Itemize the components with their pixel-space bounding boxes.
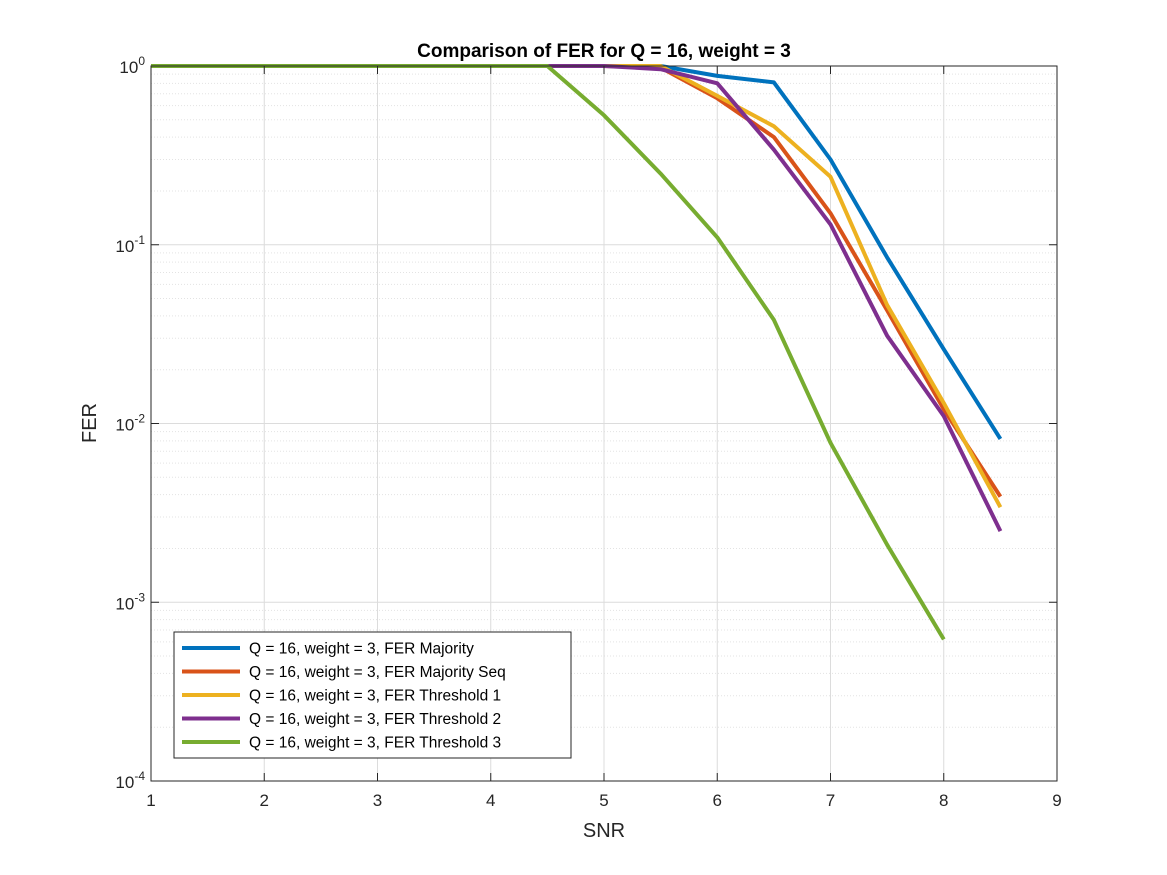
y-tick-label: 10-1	[115, 233, 145, 256]
y-tick-label: 10-2	[115, 412, 145, 435]
x-tick-label: 8	[939, 791, 948, 810]
legend-label-1: Q = 16, weight = 3, FER Majority	[249, 641, 474, 658]
legend-label-5: Q = 16, weight = 3, FER Threshold 3	[249, 735, 501, 752]
legend-box	[173, 631, 572, 759]
x-tick-label: 7	[826, 791, 835, 810]
legend-label-3: Q = 16, weight = 3, FER Threshold 1	[249, 688, 501, 705]
x-tick-label: 6	[713, 791, 722, 810]
x-axis-label: SNR	[583, 820, 625, 842]
x-tick-label: 3	[373, 791, 382, 810]
tick-layer: 1 2 3 4 5 6 7 8 9 10-4 10-3 10-2 10-1 100	[115, 54, 1061, 810]
x-tick-label: 9	[1052, 791, 1061, 810]
y-tick-label: 10-4	[115, 769, 145, 792]
y-tick-label: 100	[119, 54, 145, 77]
x-tick-label: 5	[599, 791, 608, 810]
x-tick-label: 2	[260, 791, 269, 810]
y-tick-label: 10-3	[115, 590, 145, 613]
legend: Q = 16, weight = 3, FER Majority Q = 16, …	[173, 631, 572, 759]
legend-label-2: Q = 16, weight = 3, FER Majority Seq	[249, 664, 506, 681]
x-tick-label: 1	[146, 791, 155, 810]
y-axis-label: FER	[79, 403, 101, 443]
legend-label-4: Q = 16, weight = 3, FER Threshold 2	[249, 711, 501, 728]
chart-title: Comparison of FER for Q = 16, weight = 3	[417, 41, 791, 62]
grid-layer	[150, 65, 1058, 782]
x-tick-label: 4	[486, 791, 495, 810]
